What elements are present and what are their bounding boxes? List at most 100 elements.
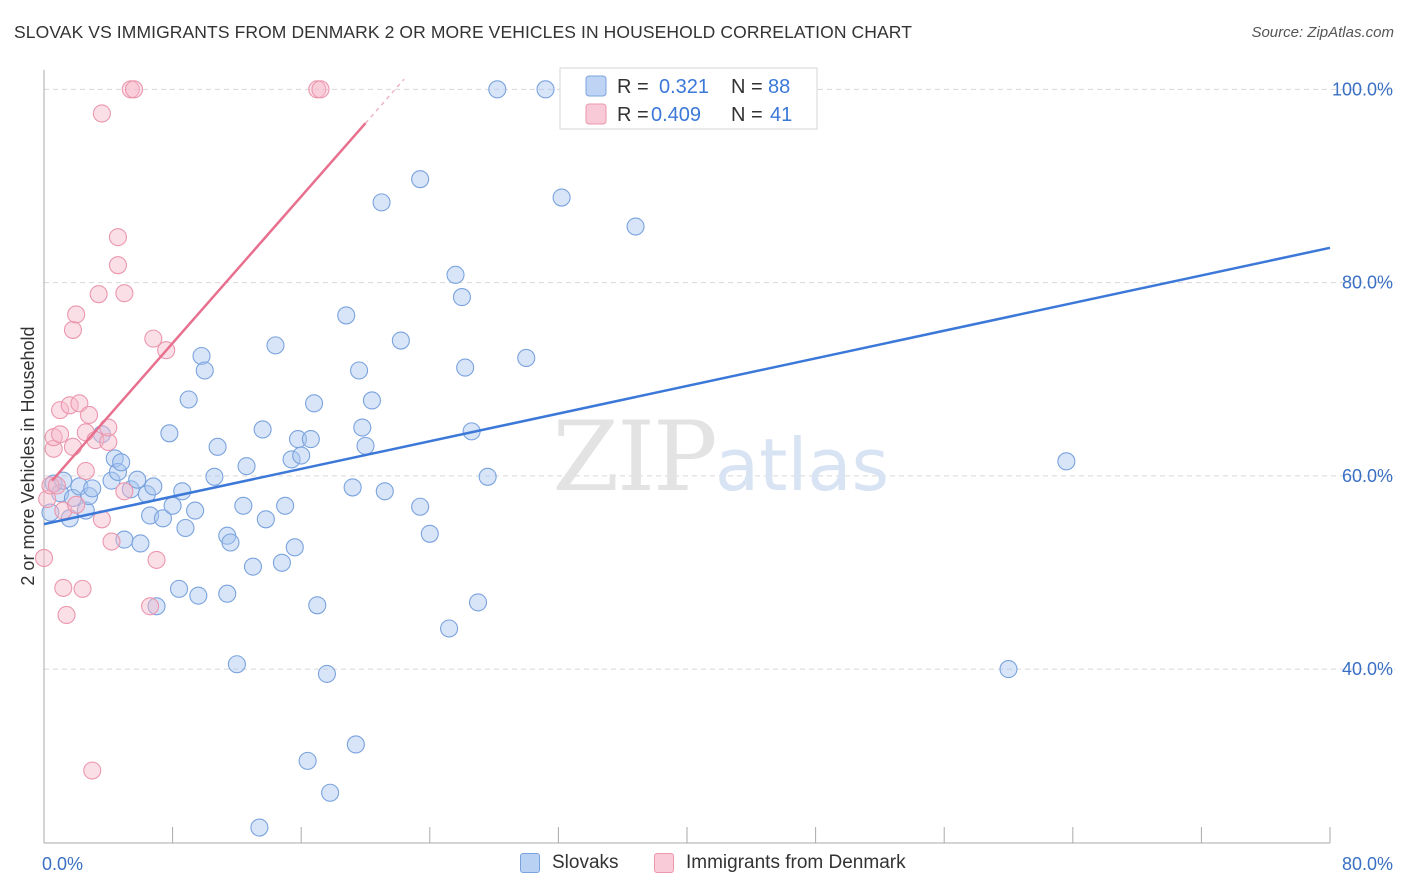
point-denmark — [73, 579, 92, 598]
legend-n-label-slovaks: N = — [731, 76, 763, 98]
point-slovaks — [308, 596, 327, 615]
point-slovaks — [144, 477, 163, 496]
point-slovaks — [205, 467, 224, 486]
bottom-legend: Slovaks Immigrants from Denmark — [0, 852, 1406, 878]
point-slovaks — [446, 265, 465, 284]
point-slovaks — [253, 420, 272, 439]
axes — [43, 70, 1331, 844]
point-denmark — [144, 329, 163, 348]
y-tick-label: 100.0% — [1332, 79, 1393, 99]
point-slovaks — [237, 457, 256, 476]
point-slovaks — [186, 501, 205, 520]
trendline-denmark — [51, 122, 367, 482]
point-denmark — [92, 104, 111, 123]
legend-r-value-denmark: 0.409 — [651, 104, 701, 126]
legend-swatch-denmark — [585, 103, 607, 125]
legend: R = 0.321 N = 88 R = 0.409 N = 41 — [559, 67, 818, 130]
point-slovaks — [153, 509, 173, 528]
point-slovaks — [128, 470, 147, 489]
point-slovaks — [999, 660, 1018, 679]
point-denmark — [89, 285, 108, 304]
point-slovaks — [276, 496, 295, 515]
point-denmark — [54, 578, 73, 597]
point-slovaks — [169, 579, 189, 598]
point-denmark — [115, 482, 134, 501]
point-slovaks — [192, 346, 211, 366]
point-denmark — [63, 320, 82, 339]
point-denmark — [99, 432, 118, 452]
watermark-zip: ZIP — [552, 401, 715, 513]
watermark-atlas: atlas — [715, 423, 889, 507]
chart-title: SLOVAK VS IMMIGRANTS FROM DENMARK 2 OR M… — [14, 22, 913, 42]
point-slovaks — [266, 336, 285, 355]
watermark: ZIP atlas — [552, 401, 889, 513]
legend-n-value-denmark: 41 — [770, 104, 792, 126]
y-tick-label: 60.0% — [1342, 466, 1393, 486]
point-denmark — [83, 761, 102, 780]
point-slovaks — [411, 497, 430, 516]
data-points — [34, 80, 1076, 837]
point-slovaks — [1057, 452, 1076, 471]
point-slovaks — [517, 348, 536, 367]
legend-n-value-slovaks: 88 — [768, 76, 790, 98]
point-slovaks — [208, 437, 227, 456]
point-slovaks — [131, 534, 150, 553]
point-denmark — [102, 532, 121, 551]
point-slovaks — [179, 390, 198, 409]
point-slovaks — [112, 453, 131, 472]
point-denmark — [124, 80, 144, 99]
point-denmark — [70, 394, 89, 413]
point-slovaks — [218, 584, 237, 603]
point-slovaks — [160, 424, 179, 443]
point-slovaks — [298, 751, 317, 770]
point-slovaks — [321, 783, 340, 802]
point-denmark — [38, 489, 57, 509]
point-slovaks — [420, 524, 439, 543]
y-axis-title: 2 or more Vehicles in Household — [18, 326, 38, 585]
bottom-legend-label-denmark: Immigrants from Denmark — [686, 852, 906, 873]
point-denmark — [311, 80, 330, 99]
point-slovaks — [343, 478, 362, 497]
point-slovaks — [317, 664, 336, 683]
tick-labels: 40.0% 60.0% 80.0% 100.0% 0.0% 80.0% — [42, 79, 1393, 874]
legend-r-value-slovaks: 0.321 — [659, 76, 709, 98]
point-slovaks — [243, 557, 263, 576]
point-slovaks — [83, 479, 102, 498]
point-slovaks — [353, 418, 372, 437]
point-slovaks — [250, 818, 269, 837]
point-slovaks — [372, 193, 391, 212]
point-slovaks — [411, 170, 430, 189]
point-slovaks — [552, 188, 571, 207]
x-tick-label: 80.0% — [1342, 854, 1393, 874]
point-slovaks — [282, 450, 301, 469]
point-denmark — [51, 425, 70, 444]
point-denmark — [47, 476, 66, 495]
point-slovaks — [173, 482, 192, 501]
point-denmark — [34, 548, 54, 568]
legend-r-label-denmark: R = — [617, 104, 649, 126]
point-denmark — [79, 405, 99, 425]
point-denmark — [57, 605, 76, 625]
bottom-legend-swatch-slovaks — [520, 853, 540, 873]
y-tick-label: 80.0% — [1342, 273, 1393, 293]
point-denmark — [51, 401, 70, 420]
point-denmark — [108, 228, 127, 247]
trend-lines — [43, 78, 1331, 526]
point-slovaks — [147, 597, 166, 616]
bottom-legend-label-slovaks: Slovaks — [552, 852, 619, 873]
point-slovaks — [195, 361, 214, 380]
trendline-denmark-extension — [364, 78, 405, 124]
point-slovaks — [440, 619, 459, 638]
trendline-slovaks — [43, 246, 1331, 526]
point-slovaks — [536, 80, 555, 99]
legend-n-label-denmark: N = — [731, 104, 763, 126]
point-slovaks — [356, 436, 375, 455]
legend-r-label-slovaks: R = — [617, 76, 649, 98]
point-denmark — [67, 305, 86, 324]
point-denmark — [76, 461, 95, 481]
point-slovaks — [292, 446, 311, 465]
bottom-legend-item-slovaks: Slovaks — [520, 852, 619, 874]
point-slovaks — [221, 533, 240, 552]
point-slovaks — [478, 467, 497, 486]
